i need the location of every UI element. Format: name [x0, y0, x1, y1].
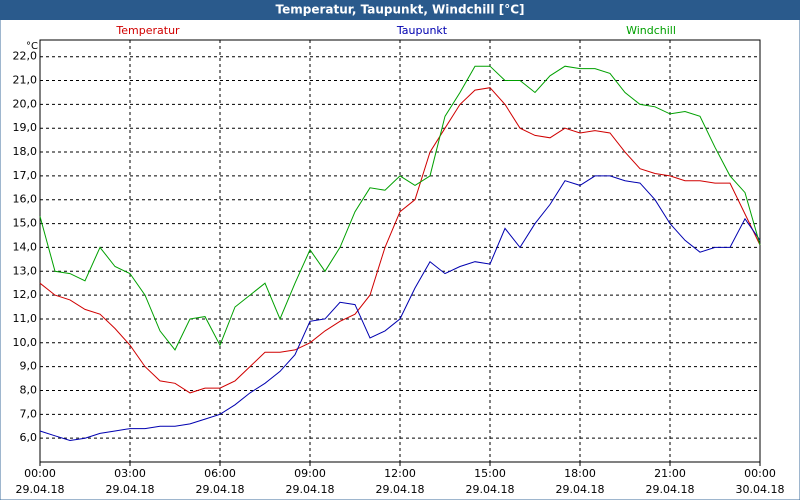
- x-tick-date: 29.04.18: [106, 483, 155, 496]
- y-tick-label: 6,0: [20, 431, 38, 444]
- series-line: [39, 175, 761, 442]
- y-tick-label: 22,0: [13, 50, 38, 63]
- y-tick-label: 17,0: [13, 169, 38, 182]
- x-tick-date: 29.04.18: [556, 483, 605, 496]
- y-tick-label: 10,0: [13, 336, 38, 349]
- chart-title: Temperatur, Taupunkt, Windchill [°C]: [276, 3, 525, 17]
- y-tick-label: 14,0: [13, 240, 38, 253]
- y-tick-label: 9,0: [20, 360, 38, 373]
- legend-label: Windchill: [626, 24, 676, 37]
- x-tick-label: 00:00: [744, 467, 776, 480]
- x-tick-date: 29.04.18: [376, 483, 425, 496]
- y-tick-label: 12,0: [13, 288, 38, 301]
- y-tick-label: 11,0: [13, 312, 38, 325]
- y-tick-label: 19,0: [13, 121, 38, 134]
- x-tick-label: 09:00: [294, 467, 326, 480]
- x-tick-label: 15:00: [474, 467, 506, 480]
- y-tick-label: 15,0: [13, 217, 38, 230]
- legend-label: Temperatur: [115, 24, 180, 37]
- x-tick-date: 29.04.18: [16, 483, 65, 496]
- legend-label: Taupunkt: [396, 24, 448, 37]
- series-line: [39, 87, 761, 394]
- y-tick-label: 18,0: [13, 145, 38, 158]
- x-tick-label: 06:00: [204, 467, 236, 480]
- y-tick-label: 20,0: [13, 97, 38, 110]
- x-tick-date: 29.04.18: [196, 483, 245, 496]
- x-tick-date: 29.04.18: [466, 483, 515, 496]
- x-tick-date: 29.04.18: [646, 483, 695, 496]
- y-tick-label: 8,0: [20, 383, 38, 396]
- x-tick-label: 12:00: [384, 467, 416, 480]
- x-tick-date: 29.04.18: [286, 483, 335, 496]
- y-tick-label: 13,0: [13, 264, 38, 277]
- series-line: [39, 65, 761, 351]
- x-tick-label: 18:00: [564, 467, 596, 480]
- x-tick-label: 21:00: [654, 467, 686, 480]
- y-tick-label: 7,0: [20, 407, 38, 420]
- x-tick-label: 00:00: [24, 467, 56, 480]
- y-unit: °C: [26, 41, 38, 52]
- y-tick-label: 16,0: [13, 193, 38, 206]
- y-tick-label: 21,0: [13, 74, 38, 87]
- x-tick-label: 03:00: [114, 467, 146, 480]
- title-bar: [0, 0, 800, 20]
- x-tick-date: 30.04.18: [736, 483, 785, 496]
